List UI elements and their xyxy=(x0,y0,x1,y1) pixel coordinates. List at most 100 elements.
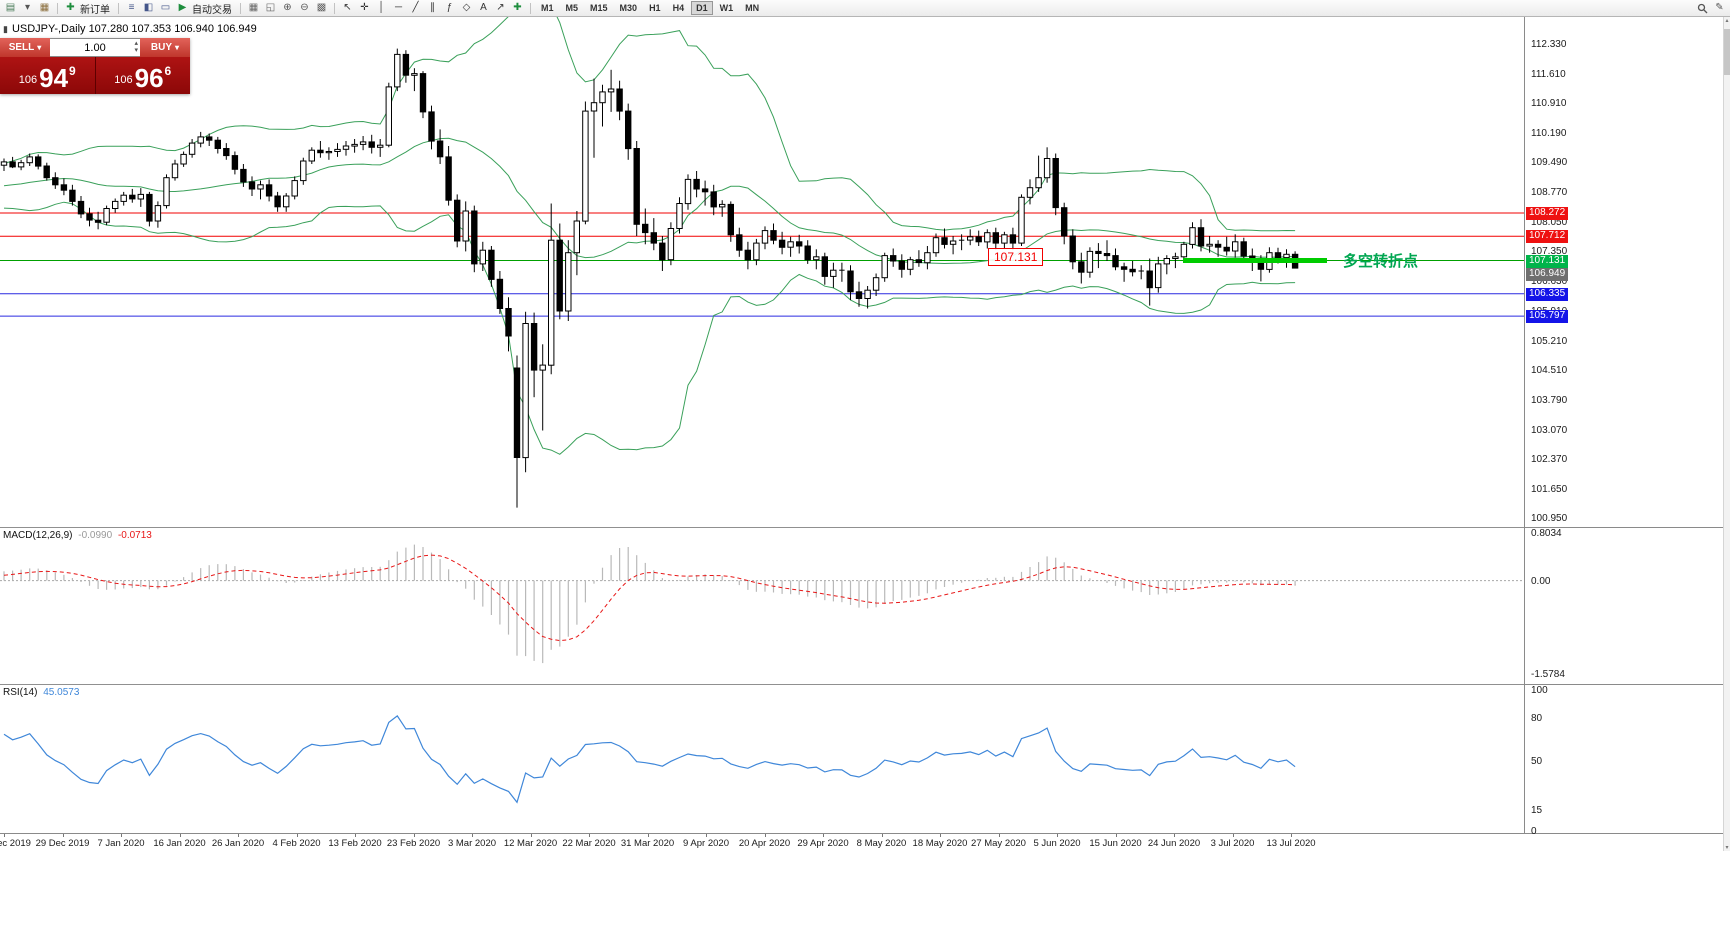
search-icon[interactable] xyxy=(1695,1,1710,15)
scroll-up-icon[interactable]: ▴ xyxy=(1725,18,1729,24)
buy-price-display[interactable]: 106 96 6 xyxy=(95,57,190,94)
price-axis-label: 108.770 xyxy=(1531,187,1568,199)
date-axis-label: 12 Mar 2020 xyxy=(503,838,558,849)
date-tick xyxy=(706,834,707,837)
cascade-windows-icon[interactable]: ◱ xyxy=(265,2,276,13)
timeframe-button-m30[interactable]: M30 xyxy=(619,3,638,13)
macd-axis-label: 0.00 xyxy=(1531,575,1551,587)
timeframe-button-m15[interactable]: M15 xyxy=(590,3,608,13)
date-axis-label: 8 May 2020 xyxy=(856,838,907,849)
autotrading-icon[interactable]: ▶ xyxy=(178,2,187,13)
zoom-in-icon[interactable]: ⊕ xyxy=(283,2,292,13)
date-axis-label: 29 Dec 2019 xyxy=(35,838,90,849)
price-tag: 107.131 xyxy=(1526,254,1569,268)
new-chart-icon[interactable]: ▤ xyxy=(5,2,16,13)
new-order-label[interactable]: 新订单 xyxy=(80,4,110,16)
vertical-scrollbar[interactable]: ▴ ▾ xyxy=(1723,17,1730,851)
new-order-icon[interactable]: ✚ xyxy=(66,2,75,13)
panel-divider xyxy=(1525,527,1723,528)
volume-down-icon[interactable]: ▾ xyxy=(134,47,138,54)
date-tick xyxy=(530,834,532,837)
main-toolbar: ▤ ▾ ▦ ✚ 新订单 ≡ ◧ ▭ ▶ 自动交易 ▦ ◱ ⊕ ⊖ ▩ ↖ ✛ │ ─ ╱ ∥ ƒ ◇ A ↗ ✚ M1 M5 M15 M3… xyxy=(0,0,1730,17)
tile-windows-icon[interactable]: ▦ xyxy=(248,2,259,13)
channel-icon[interactable]: ∥ xyxy=(430,2,435,13)
arrows-icon[interactable]: ↗ xyxy=(496,2,505,13)
toolbar-separator xyxy=(57,2,58,14)
timeframe-button-w1[interactable]: W1 xyxy=(719,3,734,13)
rsi-axis-label: 80 xyxy=(1531,713,1543,725)
toolbar-separator xyxy=(530,2,531,14)
date-axis-label: 4 Feb 2020 xyxy=(272,838,321,849)
scroll-down-icon[interactable]: ▾ xyxy=(1725,845,1729,851)
trendline-icon[interactable]: ╱ xyxy=(412,2,419,13)
date-axis-label: 3 Mar 2020 xyxy=(447,838,497,849)
macd-panel-canvas xyxy=(0,527,1524,664)
date-axis-label: 27 May 2020 xyxy=(971,838,1026,849)
cursor-icon[interactable]: ↖ xyxy=(343,2,352,13)
date-tick xyxy=(472,834,473,837)
date-axis-label: 29 Apr 2020 xyxy=(797,838,849,849)
date-axis-label: 26 Jan 2020 xyxy=(211,838,265,849)
market-watch-icon[interactable]: ≡ xyxy=(128,2,135,13)
timeframe-button-m1[interactable]: M1 xyxy=(541,3,554,13)
sell-price-figure: 106 xyxy=(18,74,38,86)
timeframe-button-h1[interactable]: H1 xyxy=(649,3,661,13)
chart-title-text: USDJPY-,Daily 107.280 107.353 106.940 10… xyxy=(11,23,257,35)
date-tick xyxy=(1174,834,1175,837)
rsi-label: RSI(14) 45.0573 xyxy=(3,687,82,698)
sell-button[interactable]: SELL ▾ xyxy=(0,38,50,57)
scrollbar-thumb[interactable] xyxy=(1724,29,1730,75)
volume-input[interactable]: 1.00 ▴ ▾ xyxy=(50,38,140,57)
turning-point-label[interactable]: 多空转折点 xyxy=(1343,253,1419,270)
macd-signal-value: -0.0713 xyxy=(117,530,152,541)
timeframe-button-m5[interactable]: M5 xyxy=(565,3,579,13)
date-axis-label: 3 Jul 2020 xyxy=(1210,838,1255,849)
fibonacci-icon[interactable]: ƒ xyxy=(446,2,453,13)
price-annotation-box[interactable]: 107.131 xyxy=(988,248,1044,266)
date-axis-label: 31 Mar 2020 xyxy=(620,838,675,849)
timeframe-button-h4[interactable]: H4 xyxy=(672,3,685,13)
sell-price-pips: 94 xyxy=(39,63,69,93)
price-axis-label: 110.190 xyxy=(1531,128,1567,140)
profiles-icon[interactable]: ▦ xyxy=(39,2,50,13)
macd-name: MACD(12,26,9) xyxy=(3,530,73,541)
rsi-panel-canvas xyxy=(0,684,1524,804)
strategy-tester-icon[interactable]: ▭ xyxy=(160,2,171,13)
buy-button[interactable]: BUY ▾ xyxy=(140,38,190,57)
grid-icon[interactable]: ▩ xyxy=(316,2,327,13)
date-tick xyxy=(1232,834,1234,837)
chart-dropdown-icon[interactable]: ▾ xyxy=(24,2,31,13)
volume-spinner[interactable]: ▴ ▾ xyxy=(134,40,138,54)
buy-dropdown-icon: ▾ xyxy=(175,43,180,52)
sell-price-display[interactable]: 106 94 9 xyxy=(0,57,96,94)
date-tick xyxy=(121,834,122,837)
timeframe-button-d1[interactable]: D1 xyxy=(691,1,713,15)
horizontal-line-icon[interactable]: ─ xyxy=(394,2,403,13)
toolbar-separator xyxy=(118,2,119,14)
vertical-line-icon[interactable]: │ xyxy=(378,2,385,13)
rsi-name: RSI(14) xyxy=(3,687,38,698)
date-tick xyxy=(823,834,824,837)
timeframe-button-mn[interactable]: MN xyxy=(745,3,760,13)
indicators-icon[interactable]: ✚ xyxy=(513,2,522,13)
price-axis-label: 106.630 xyxy=(1531,276,1568,288)
price-axis-label: 108.050 xyxy=(1531,217,1568,229)
text-icon[interactable]: A xyxy=(480,2,487,13)
price-axis-label: 104.510 xyxy=(1531,364,1568,376)
sell-button-label: SELL xyxy=(8,42,35,53)
zoom-out-icon[interactable]: ⊖ xyxy=(300,2,309,13)
price-axis-label: 102.370 xyxy=(1531,453,1568,465)
crosshair-icon[interactable]: ✛ xyxy=(360,2,369,13)
date-tick xyxy=(881,834,883,837)
price-tag: 106.949 xyxy=(1526,267,1569,281)
data-window-icon[interactable]: ◧ xyxy=(143,2,154,13)
volume-up-icon[interactable]: ▴ xyxy=(134,40,138,47)
autotrading-label[interactable]: 自动交易 xyxy=(192,4,232,16)
date-axis-label: 15 Jun 2020 xyxy=(1089,838,1142,849)
price-axis-label: 112.330 xyxy=(1531,39,1567,50)
toolbar-separator xyxy=(334,2,335,14)
draw-icon[interactable]: ✎ xyxy=(1715,2,1724,13)
date-tick xyxy=(1291,834,1292,837)
shapes-icon[interactable]: ◇ xyxy=(462,2,471,13)
